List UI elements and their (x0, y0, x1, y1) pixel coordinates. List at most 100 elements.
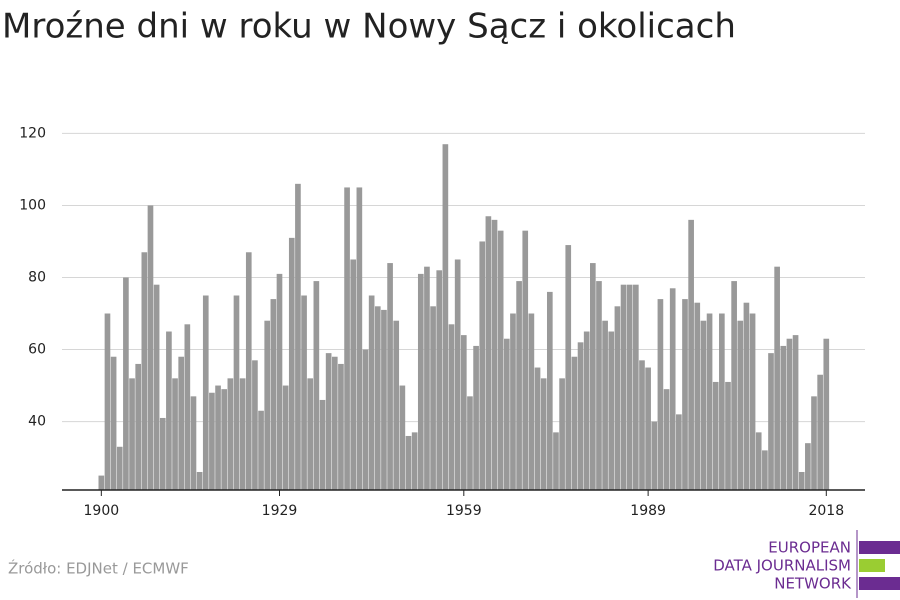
x-tick-label: 1959 (446, 503, 482, 519)
bar (288, 237, 295, 490)
logo-bar (859, 577, 900, 590)
y-tick-label: 120 (19, 125, 46, 141)
bar (424, 266, 430, 490)
bar (706, 313, 713, 490)
logo-text: EUROPEAN (768, 539, 851, 557)
bar (282, 385, 289, 490)
bar (202, 295, 209, 490)
bar (331, 356, 338, 490)
bar (633, 284, 639, 490)
bar (141, 252, 148, 490)
bar (688, 219, 694, 490)
bar (780, 345, 787, 490)
x-tick-label: 1900 (84, 503, 120, 519)
bar (147, 205, 154, 491)
bar (676, 414, 682, 490)
bar (798, 471, 805, 490)
bar (227, 378, 234, 490)
bar (602, 320, 608, 490)
bar (166, 331, 172, 490)
bar (497, 230, 504, 490)
bar (590, 263, 596, 490)
bar (620, 284, 627, 490)
bar (700, 320, 707, 490)
bar (737, 320, 744, 490)
bar (196, 471, 203, 490)
bar (411, 432, 418, 490)
logo-bar (859, 541, 900, 554)
bar (264, 320, 271, 490)
bar (129, 378, 135, 490)
bar (651, 421, 658, 490)
bar (356, 187, 363, 490)
bar (221, 389, 228, 490)
bar (768, 353, 774, 490)
bar (338, 363, 344, 490)
source: Źródło: EDJNet / ECMWF (8, 559, 189, 578)
bar (479, 241, 486, 490)
bar (491, 219, 498, 490)
bar (215, 385, 221, 490)
logo-text: NETWORK (774, 575, 852, 593)
bar (417, 273, 424, 490)
bar (516, 281, 522, 490)
bar (159, 417, 166, 490)
bar (104, 313, 111, 490)
bar (467, 396, 473, 490)
bar (553, 432, 559, 490)
x-tick-label: 2018 (808, 503, 844, 519)
bar (546, 291, 553, 490)
bar (368, 295, 375, 490)
bar (786, 338, 793, 490)
bar (123, 277, 129, 490)
bar (608, 331, 615, 490)
bar (313, 281, 320, 490)
bar (110, 356, 117, 490)
bar (442, 144, 449, 490)
bar (430, 306, 436, 490)
bar (626, 284, 633, 490)
bar (374, 306, 381, 490)
y-tick-label: 40 (28, 414, 46, 430)
bar (510, 313, 516, 490)
bar (209, 392, 215, 490)
bar (762, 450, 768, 490)
bar (387, 263, 393, 490)
bar (823, 338, 830, 490)
bar (725, 381, 731, 490)
bar (233, 295, 240, 490)
bar (817, 374, 823, 490)
x-tick-label: 1929 (262, 503, 298, 519)
bar (682, 299, 688, 490)
bar (295, 183, 301, 490)
bar (792, 335, 799, 490)
x-tick-label: 1989 (630, 503, 666, 519)
bar (307, 378, 314, 490)
bar (583, 331, 590, 490)
bar (669, 288, 676, 490)
chart-title: Mroźne dni w roku w Nowy Sącz i okolicac… (2, 7, 736, 47)
bar (639, 360, 645, 490)
bar (454, 259, 461, 490)
bar (565, 245, 572, 490)
bar (270, 299, 277, 490)
bar (116, 446, 123, 490)
bar (596, 281, 602, 490)
bar (663, 389, 670, 490)
bar (805, 443, 811, 490)
bar (473, 345, 479, 490)
bar (534, 367, 541, 490)
bar (344, 187, 350, 490)
bar (645, 367, 651, 490)
bar (350, 259, 357, 490)
bar (503, 338, 510, 490)
y-tick-label: 80 (28, 269, 46, 285)
bar (362, 349, 369, 490)
bar (381, 309, 387, 490)
bar (657, 299, 664, 490)
bar (153, 284, 160, 490)
bar (460, 335, 467, 490)
bar (436, 270, 443, 490)
y-tick-label: 60 (28, 342, 46, 358)
